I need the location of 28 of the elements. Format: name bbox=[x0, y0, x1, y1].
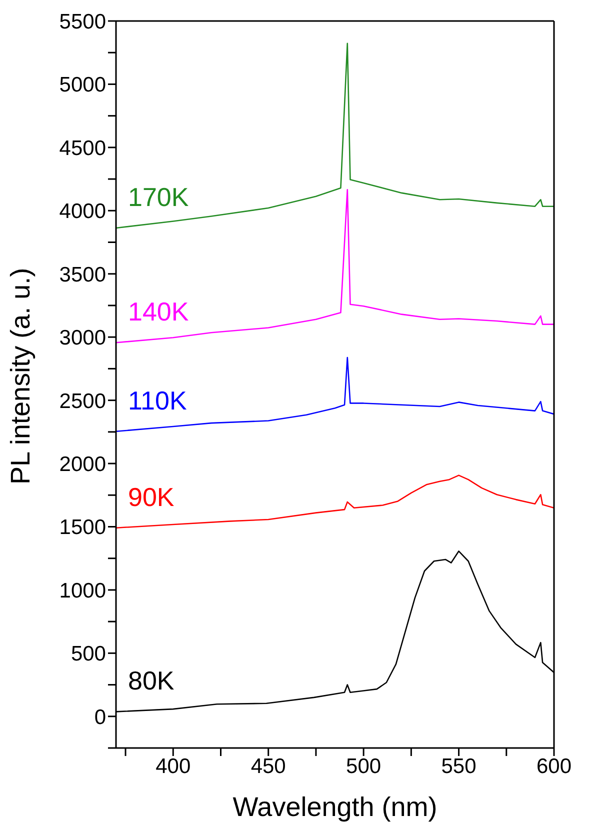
series-label: 140K bbox=[128, 296, 190, 327]
series-label: 170K bbox=[128, 182, 190, 212]
x-tick-label: 500 bbox=[346, 754, 382, 778]
series-label: 110K bbox=[128, 385, 188, 416]
x-tick-label: 550 bbox=[441, 754, 476, 778]
y-tick-label: 1500 bbox=[59, 516, 106, 540]
x-tick-label: 450 bbox=[250, 754, 286, 778]
y-tick-label: 1000 bbox=[59, 579, 106, 602]
y-tick-label: 4000 bbox=[59, 200, 106, 224]
y-tick-label: 4500 bbox=[59, 136, 106, 160]
x-tick-label: 400 bbox=[156, 754, 191, 778]
line-series bbox=[116, 356, 554, 432]
y-tick-label: 0 bbox=[94, 706, 106, 729]
y-tick-label: 5000 bbox=[59, 74, 106, 97]
line-series bbox=[116, 42, 554, 229]
line-series bbox=[116, 189, 554, 344]
line-series bbox=[116, 474, 554, 529]
series-label: 90K bbox=[128, 482, 175, 512]
y-tick-label: 2000 bbox=[59, 452, 106, 476]
x-axis-title: Wavelength (nm) bbox=[232, 792, 438, 822]
y-axis-title: PL intensity (a. u.) bbox=[6, 268, 36, 484]
y-tick-label: 2500 bbox=[59, 390, 106, 413]
y-tick-label: 500 bbox=[70, 642, 106, 666]
series-label: 80K bbox=[128, 666, 175, 696]
y-tick-label: 5500 bbox=[59, 10, 106, 34]
y-tick-label: 3500 bbox=[59, 263, 106, 286]
x-tick-label: 600 bbox=[536, 754, 572, 778]
y-tick-label: 3000 bbox=[59, 326, 106, 350]
